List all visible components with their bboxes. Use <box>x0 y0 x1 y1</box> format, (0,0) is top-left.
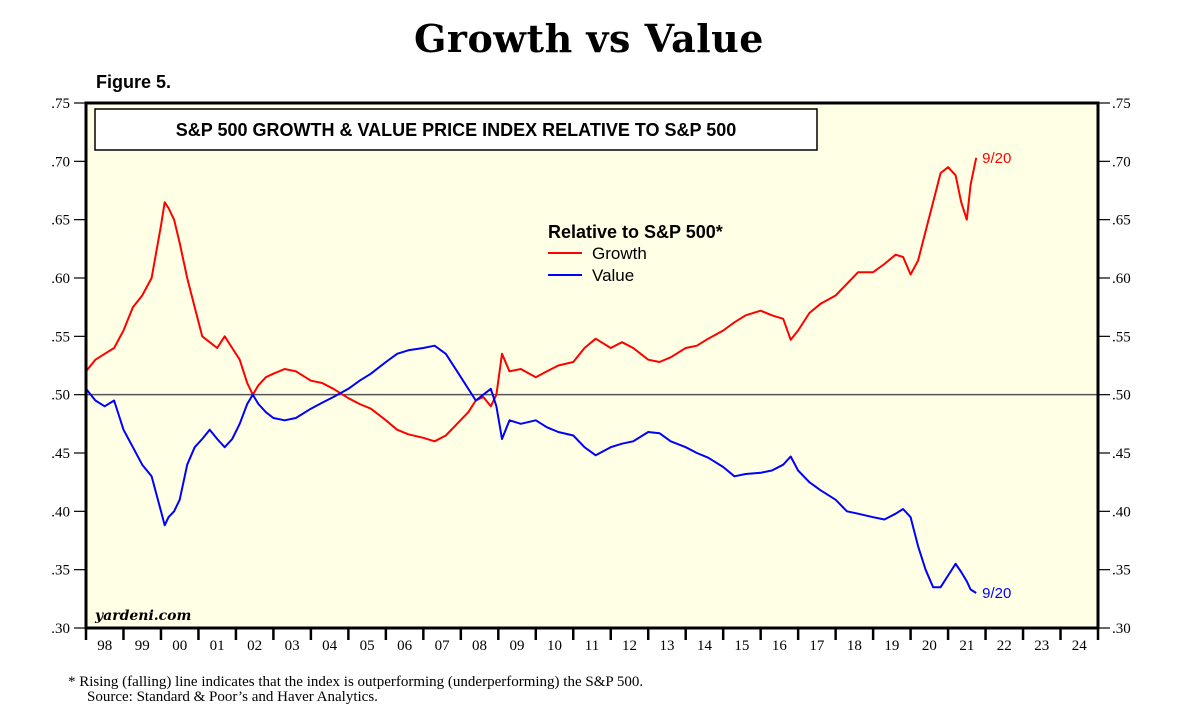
y-tick-label-left: .75 <box>51 96 70 112</box>
y-tick-label-left: .40 <box>51 504 70 520</box>
x-tick-label: 12 <box>622 638 637 654</box>
x-tick-label: 23 <box>1034 638 1049 654</box>
y-tick-label-right: .50 <box>1112 388 1131 404</box>
main-title: Growth vs Value <box>413 16 764 61</box>
legend-label-growth: Growth <box>592 244 647 263</box>
x-tick-label: 11 <box>585 638 599 654</box>
y-tick-label-left: .70 <box>51 154 70 170</box>
x-tick-label: 21 <box>959 638 974 654</box>
x-tick-label: 15 <box>734 638 749 654</box>
y-tick-label-left: .30 <box>51 621 70 637</box>
y-tick-label-left: .50 <box>51 388 70 404</box>
footnote-source: Source: Standard & Poor’s and Haver Anal… <box>87 689 378 705</box>
y-tick-label-right: .45 <box>1112 446 1131 462</box>
x-tick-label: 20 <box>922 638 937 654</box>
legend-label-value: Value <box>592 266 634 285</box>
y-tick-label-left: .35 <box>51 563 70 579</box>
x-tick-label: 01 <box>210 638 225 654</box>
x-tick-label: 14 <box>697 638 713 654</box>
x-tick-label: 22 <box>997 638 1012 654</box>
x-axis: 98 99 00 01 02 03 04 05 06 07 08 09 10 11 12 13 14 15 16 17… <box>84 628 1100 654</box>
x-tick-label: 99 <box>135 638 150 654</box>
y-tick-label-left: .65 <box>51 213 70 229</box>
legend: Relative to S&P 500* Growth Value <box>548 222 723 285</box>
y-axis-left: .30 .35 .40 .45 .50 .55 .60 .65 .70 .75 <box>51 96 86 637</box>
x-tick-label: 07 <box>435 638 451 654</box>
y-tick-label-right: .40 <box>1112 504 1131 520</box>
figure-label: Figure 5. <box>96 72 172 92</box>
y-tick-label-right: .55 <box>1112 329 1131 345</box>
end-label-growth: 9/20 <box>982 150 1011 167</box>
chart-title: S&P 500 GROWTH & VALUE PRICE INDEX RELAT… <box>176 120 736 140</box>
x-tick-label: 18 <box>847 638 862 654</box>
series-line-value <box>85 344 977 594</box>
x-tick-label: 04 <box>322 638 338 654</box>
y-tick-label-right: .60 <box>1112 271 1131 287</box>
y-tick-label-left: .60 <box>51 271 70 287</box>
x-tick-label: 19 <box>884 638 899 654</box>
x-tick-label: 02 <box>247 638 262 654</box>
legend-title: Relative to S&P 500* <box>548 222 723 242</box>
plot-background <box>86 103 1098 628</box>
series-line-growth <box>85 157 978 443</box>
x-tick-label: 98 <box>97 638 112 654</box>
x-tick-label: 06 <box>397 638 413 654</box>
end-label-value: 9/20 <box>982 585 1011 602</box>
footnote: * Rising (falling) line indicates that t… <box>68 675 643 705</box>
x-tick-label: 05 <box>360 638 375 654</box>
y-tick-label-right: .65 <box>1112 213 1131 229</box>
y-tick-label-right: .35 <box>1112 563 1131 579</box>
x-tick-label: 00 <box>172 638 187 654</box>
x-tick-label: 13 <box>659 638 674 654</box>
x-tick-label: 09 <box>510 638 525 654</box>
y-tick-label-left: .55 <box>51 329 70 345</box>
y-axis-right: .30 .35 .40 .45 .50 .55 .60 .65 .70 .75 <box>1098 96 1131 637</box>
y-tick-label-right: .70 <box>1112 154 1131 170</box>
x-tick-label: 16 <box>772 638 788 654</box>
series-layer <box>85 157 978 594</box>
y-tick-label-right: .75 <box>1112 96 1131 112</box>
x-tick-label: 08 <box>472 638 487 654</box>
y-tick-label-left: .45 <box>51 446 70 462</box>
watermark: yardeni.com <box>94 608 191 624</box>
chart-title-box <box>94 108 818 151</box>
x-tick-label: 03 <box>285 638 300 654</box>
footnote-note: * Rising (falling) line indicates that t… <box>68 674 644 690</box>
x-tick-label: 24 <box>1072 638 1088 654</box>
x-tick-label: 17 <box>809 638 825 654</box>
x-tick-label: 10 <box>547 638 562 654</box>
y-tick-label-right: .30 <box>1112 621 1131 637</box>
plot-frame <box>84 101 1100 630</box>
